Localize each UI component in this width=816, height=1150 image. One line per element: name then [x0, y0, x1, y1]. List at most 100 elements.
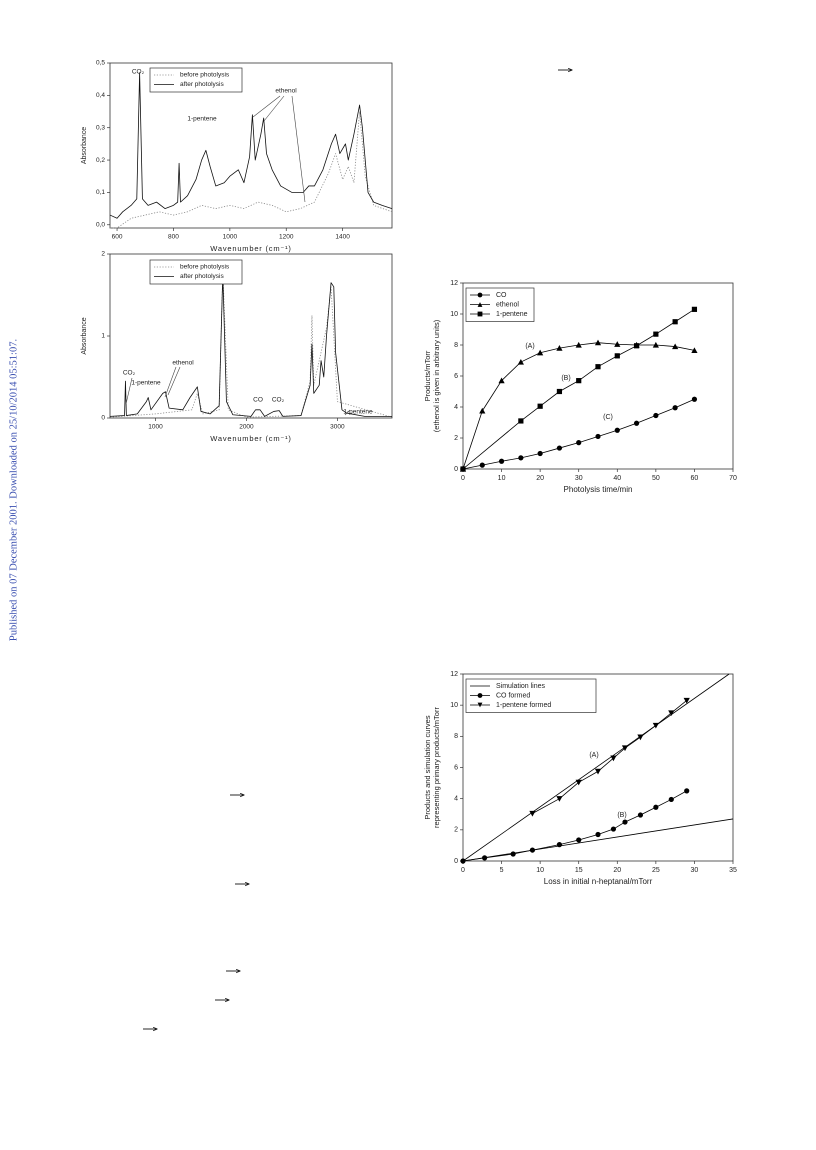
y-tick-label: 0,0 — [96, 221, 105, 228]
series-line — [462, 342, 695, 470]
marker — [637, 812, 644, 818]
x-axis-label: Wavenumber (cm⁻¹) — [210, 244, 291, 253]
marker — [594, 339, 602, 346]
marker — [537, 450, 543, 457]
marker — [683, 697, 690, 704]
chart: 0 5 10 15 20 25 30 35 0 2 4 6 8 10 12 Loss in initial n… — [423, 671, 737, 886]
annotation: CO₂ — [272, 397, 285, 404]
y-axis-label: representing primary products/mTorr — [432, 707, 441, 828]
series — [460, 788, 690, 864]
marker — [575, 341, 582, 348]
marker — [684, 788, 690, 794]
marker — [652, 722, 659, 729]
legend-label: 1-pentene formed — [496, 702, 551, 709]
y-tick-label: 10 — [450, 702, 458, 709]
marker — [518, 418, 524, 424]
legend-box — [149, 67, 243, 93]
legend-marker — [477, 292, 483, 298]
y-axis-label: Absorbance — [81, 127, 88, 164]
x-tick-label: 30 — [575, 475, 583, 482]
x-axis-label: Loss in initial n-heptanal/mTorr — [544, 877, 653, 886]
y-axis-label: (ethenol is given in arbitrary units) — [432, 319, 441, 432]
series-line — [462, 790, 687, 862]
legend-marker-shape — [477, 702, 483, 708]
y-tick-label: 0 — [454, 858, 458, 865]
series — [529, 697, 690, 817]
marker — [668, 710, 675, 717]
x-tick-label: 50 — [652, 475, 660, 482]
marker — [482, 855, 488, 861]
x-tick-label: 0 — [461, 867, 465, 874]
marker — [517, 358, 524, 365]
annotation: ethenol — [172, 360, 194, 367]
legend-marker — [477, 311, 483, 317]
marker — [498, 458, 505, 464]
marker — [529, 810, 536, 817]
marker — [652, 341, 659, 348]
legend-marker-shape — [477, 302, 483, 307]
y-tick-label: 8 — [454, 342, 458, 349]
x-tick-label: 10 — [498, 475, 506, 482]
annotation: 1-pentene — [131, 380, 161, 387]
x-tick-label: 25 — [652, 867, 660, 874]
annotation: 1-pentene — [187, 116, 217, 123]
legend-marker-shape — [477, 292, 483, 298]
legend-label: after photolysis — [180, 81, 224, 88]
marker — [479, 462, 485, 468]
y-axis-label: Products and simulation curves — [423, 715, 432, 819]
x-tick-label: 20 — [536, 475, 544, 482]
annotation: (A) — [589, 752, 598, 759]
watermark: Published on 07 December 2001. Downloade… — [8, 339, 19, 641]
y-tick-label: 4 — [454, 796, 458, 803]
marker — [691, 347, 698, 354]
marker — [529, 847, 536, 853]
marker — [594, 768, 602, 775]
marker — [556, 842, 563, 848]
marker — [576, 440, 582, 446]
legend-label: CO formed — [496, 692, 530, 699]
marker — [614, 341, 621, 347]
annotation-pointer — [125, 377, 133, 405]
annotation-pointer — [291, 95, 306, 203]
series — [460, 306, 698, 472]
marker — [595, 364, 601, 370]
series — [109, 270, 393, 418]
x-tick-label: 1200 — [279, 234, 294, 241]
x-tick-label: 40 — [613, 475, 621, 482]
y-tick-label: 0 — [101, 415, 105, 422]
series — [110, 111, 393, 229]
series — [459, 339, 698, 472]
annotation-pointer — [252, 95, 281, 118]
marker — [576, 837, 582, 843]
marker — [595, 831, 601, 838]
legend-marker — [477, 302, 483, 307]
annotation: (B) — [617, 812, 626, 819]
x-tick-label: 5 — [500, 867, 504, 874]
marker — [537, 403, 543, 409]
x-tick-label: 10 — [536, 867, 544, 874]
marker — [610, 826, 617, 832]
marker — [556, 796, 563, 802]
legend-marker — [477, 693, 483, 698]
chart: 1000 2000 3000 0 1 2 Wavenumber (cm⁻¹) Absorban… — [81, 251, 393, 443]
y-tick-label: 0,1 — [96, 189, 105, 196]
marker — [556, 345, 563, 351]
y-axis-label: Products/mTorr — [423, 350, 432, 401]
marker — [653, 331, 659, 337]
series — [460, 396, 698, 472]
marker — [637, 734, 644, 741]
annotation: (B) — [561, 375, 570, 382]
series-line — [109, 270, 393, 418]
y-tick-label: 2 — [101, 251, 105, 258]
annotation-pointer — [344, 409, 351, 416]
marker — [691, 396, 698, 402]
x-tick-label: 60 — [691, 475, 699, 482]
marker — [498, 377, 505, 384]
y-tick-label: 4 — [454, 404, 458, 411]
arrows — [143, 70, 572, 1029]
series — [109, 274, 392, 417]
legend-marker-shape — [477, 693, 483, 698]
y-tick-label: 12 — [450, 671, 458, 678]
marker — [595, 433, 601, 440]
